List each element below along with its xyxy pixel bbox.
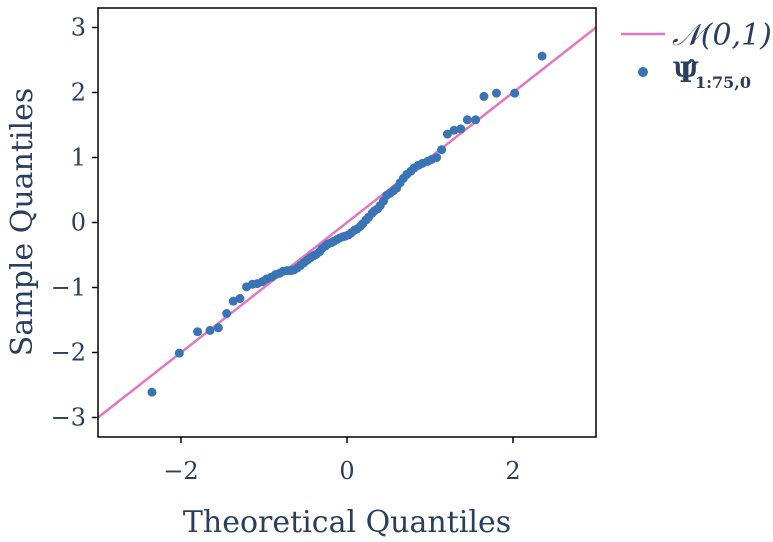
data-point [193, 327, 203, 337]
data-point [432, 153, 442, 162]
data-point [442, 129, 452, 139]
y-axis-title: Sample Quantiles [5, 88, 40, 357]
data-point [537, 51, 547, 61]
data-point [479, 91, 489, 101]
legend: 𝒩(0,1) Ψ̂ 1:75,0 [621, 18, 772, 92]
x-tick-label: −2 [163, 457, 198, 485]
data-point [510, 88, 520, 98]
data-point [213, 323, 223, 333]
data-point [471, 115, 481, 125]
data-point [462, 115, 472, 125]
data-point [491, 88, 501, 98]
y-tick-label: −1 [51, 274, 86, 302]
y-tick-label: 3 [71, 14, 86, 42]
y-tick-label: 2 [71, 79, 86, 107]
y-tick-label: −2 [51, 339, 86, 367]
legend-marker-swatch [638, 67, 648, 77]
data-point [437, 145, 447, 155]
data-point [456, 124, 466, 134]
data-point [205, 325, 215, 335]
y-tick-label: 0 [71, 209, 86, 237]
y-tick-label: 1 [71, 144, 86, 172]
legend-label-psi: Ψ̂ [673, 56, 699, 89]
x-tick-label: 2 [505, 457, 520, 485]
legend-label-normal: 𝒩(0,1) [672, 18, 772, 53]
x-tick-label: 0 [339, 457, 354, 485]
y-tick-label: −3 [51, 404, 86, 432]
data-point [235, 294, 245, 304]
data-point [222, 309, 232, 318]
legend-label-psi-subscript: 1:75,0 [695, 73, 751, 92]
data-point [174, 348, 184, 358]
x-axis-title: Theoretical Quantiles [183, 505, 511, 540]
data-point [147, 387, 157, 397]
